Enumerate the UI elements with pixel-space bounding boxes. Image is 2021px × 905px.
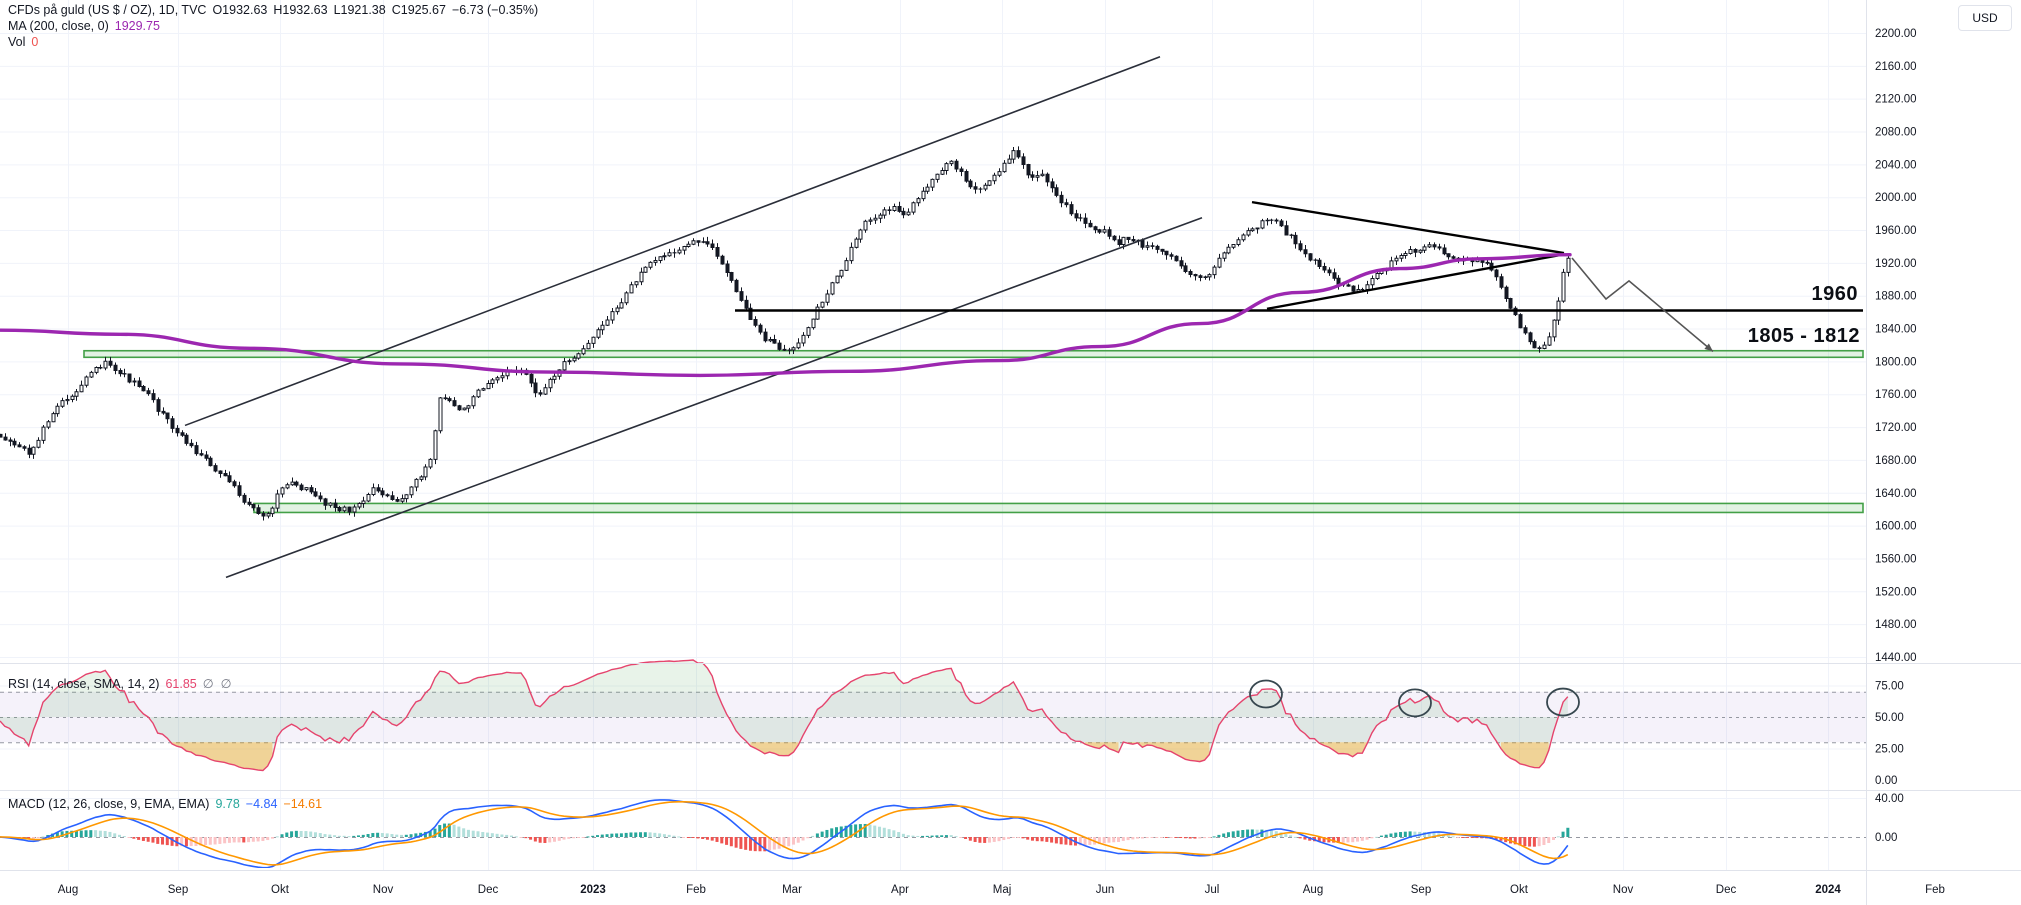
svg-text:Feb: Feb [1925,884,1945,896]
support-zone-label[interactable]: 1805 - 1812 [1747,325,1860,347]
svg-text:Apr: Apr [891,884,909,896]
svg-text:2200.00: 2200.00 [1875,28,1917,40]
svg-text:Nov: Nov [1613,884,1634,896]
svg-text:1560.00: 1560.00 [1875,553,1917,565]
svg-text:75.00: 75.00 [1875,681,1904,693]
svg-text:Dec: Dec [1716,884,1737,896]
svg-text:1960.00: 1960.00 [1875,225,1917,237]
svg-text:2023: 2023 [580,884,606,896]
svg-text:Sep: Sep [1411,884,1431,896]
svg-text:Nov: Nov [373,884,394,896]
svg-text:1920.00: 1920.00 [1875,258,1917,270]
svg-text:Dec: Dec [478,884,499,896]
svg-text:1440.00: 1440.00 [1875,652,1917,664]
svg-text:1720.00: 1720.00 [1875,422,1917,434]
svg-text:1840.00: 1840.00 [1875,324,1917,336]
svg-text:25.00: 25.00 [1875,744,1904,756]
svg-text:1480.00: 1480.00 [1875,619,1917,631]
svg-text:Jun: Jun [1096,884,1115,896]
svg-text:Okt: Okt [1510,884,1529,896]
currency-toggle-button[interactable]: USD [1958,5,2012,31]
svg-text:Feb: Feb [686,884,706,896]
svg-text:2024: 2024 [1815,884,1841,896]
svg-text:Maj: Maj [993,884,1012,896]
svg-text:0.00: 0.00 [1875,775,1897,787]
svg-text:2000.00: 2000.00 [1875,192,1917,204]
svg-text:2080.00: 2080.00 [1875,127,1917,139]
svg-text:Mar: Mar [782,884,802,896]
resistance-label[interactable]: 1960 [1811,283,1858,305]
svg-text:Okt: Okt [271,884,290,896]
svg-text:1880.00: 1880.00 [1875,291,1917,303]
svg-text:1800.00: 1800.00 [1875,356,1917,368]
svg-text:Aug: Aug [58,884,78,896]
svg-text:Aug: Aug [1303,884,1323,896]
svg-text:2160.00: 2160.00 [1875,61,1917,73]
svg-text:40.00: 40.00 [1875,793,1904,805]
svg-text:2040.00: 2040.00 [1875,159,1917,171]
svg-text:0.00: 0.00 [1875,832,1897,844]
svg-text:Sep: Sep [168,884,188,896]
svg-text:50.00: 50.00 [1875,712,1904,724]
svg-text:1680.00: 1680.00 [1875,455,1917,467]
svg-text:Jul: Jul [1205,884,1220,896]
svg-text:2120.00: 2120.00 [1875,94,1917,106]
svg-text:1760.00: 1760.00 [1875,389,1917,401]
svg-text:1600.00: 1600.00 [1875,521,1917,533]
svg-text:1520.00: 1520.00 [1875,586,1917,598]
svg-text:1640.00: 1640.00 [1875,488,1917,500]
